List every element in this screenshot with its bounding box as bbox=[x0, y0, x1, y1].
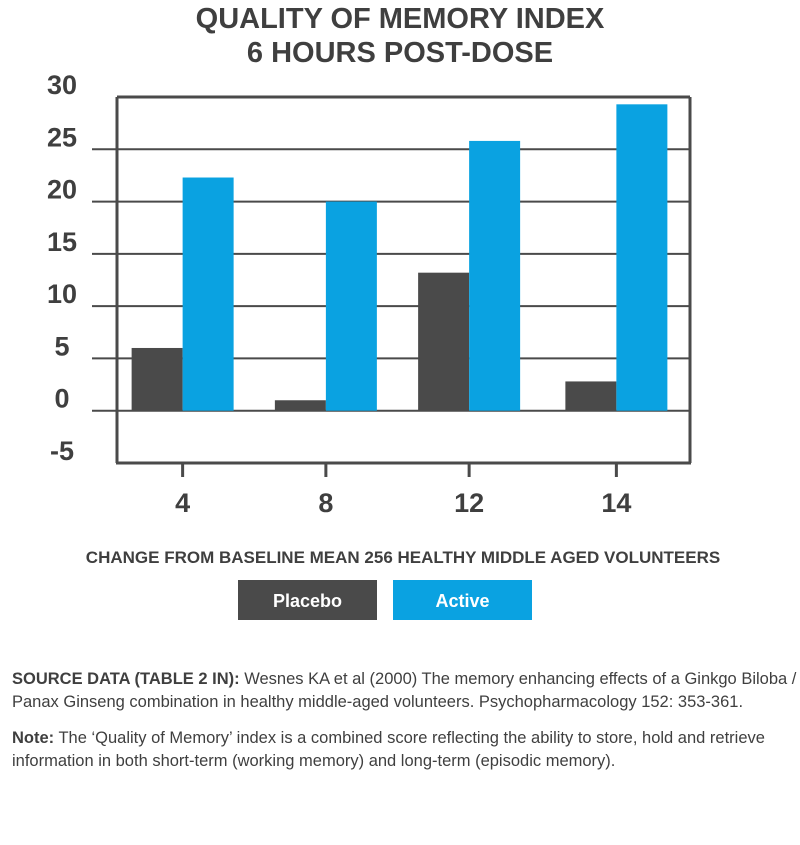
notes-section: SOURCE DATA (TABLE 2 IN): Wesnes KA et a… bbox=[12, 668, 797, 786]
y-tick-label: 5 bbox=[54, 331, 69, 361]
x-tick-label: 4 bbox=[175, 488, 190, 518]
y-tick-label: 25 bbox=[47, 122, 77, 152]
y-tick-label: -5 bbox=[50, 436, 74, 466]
chart-title-line-2: 6 HOURS POST-DOSE bbox=[247, 37, 553, 69]
chart-title-line-1: QUALITY OF MEMORY INDEX bbox=[196, 3, 605, 35]
bar-active-8 bbox=[325, 201, 377, 411]
legend-label-active: Active bbox=[435, 591, 489, 611]
legend-label-placebo: Placebo bbox=[273, 591, 342, 611]
x-tick-label: 12 bbox=[454, 488, 484, 518]
bar-placebo-12 bbox=[418, 272, 470, 411]
note-paragraph: Note: The ‘Quality of Memory’ index is a… bbox=[12, 727, 797, 772]
y-tick-label: 0 bbox=[54, 384, 69, 414]
x-axis-label: CHANGE FROM BASELINE MEAN 256 HEALTHY MI… bbox=[86, 548, 720, 567]
source-paragraph: SOURCE DATA (TABLE 2 IN): Wesnes KA et a… bbox=[12, 668, 797, 713]
x-tick-label: 8 bbox=[318, 488, 333, 518]
legend-swatch-placebo bbox=[238, 580, 377, 620]
y-tick-label: 15 bbox=[47, 227, 77, 257]
x-tick-label: 14 bbox=[601, 488, 631, 518]
bar-placebo-4 bbox=[131, 347, 183, 411]
y-tick-label: 10 bbox=[47, 279, 77, 309]
y-tick-labels: 30 25 20 15 10 5 0 -5 bbox=[47, 70, 77, 466]
legend: Placebo Active bbox=[238, 580, 532, 620]
bars-layer bbox=[131, 104, 668, 411]
axis-layer bbox=[115, 95, 692, 477]
bar-active-12 bbox=[469, 140, 521, 411]
bar-active-14 bbox=[616, 104, 668, 411]
legend-swatch-active bbox=[393, 580, 532, 620]
source-label: SOURCE DATA (TABLE 2 IN): bbox=[12, 670, 240, 688]
note-text: The ‘Quality of Memory’ index is a combi… bbox=[12, 729, 765, 770]
bar-placebo-14 bbox=[565, 381, 617, 411]
y-tick-label: 30 bbox=[47, 70, 77, 100]
note-label: Note: bbox=[12, 729, 55, 747]
x-tick-labels: 4 8 12 14 bbox=[175, 488, 631, 518]
bar-placebo-8 bbox=[274, 400, 326, 411]
source-text: Wesnes KA et al (2000) The memory enhanc… bbox=[12, 670, 797, 711]
y-tick-label: 20 bbox=[47, 175, 77, 205]
bar-active-4 bbox=[182, 177, 234, 411]
chart: QUALITY OF MEMORY INDEX 6 HOURS POST-DOS… bbox=[47, 3, 720, 620]
